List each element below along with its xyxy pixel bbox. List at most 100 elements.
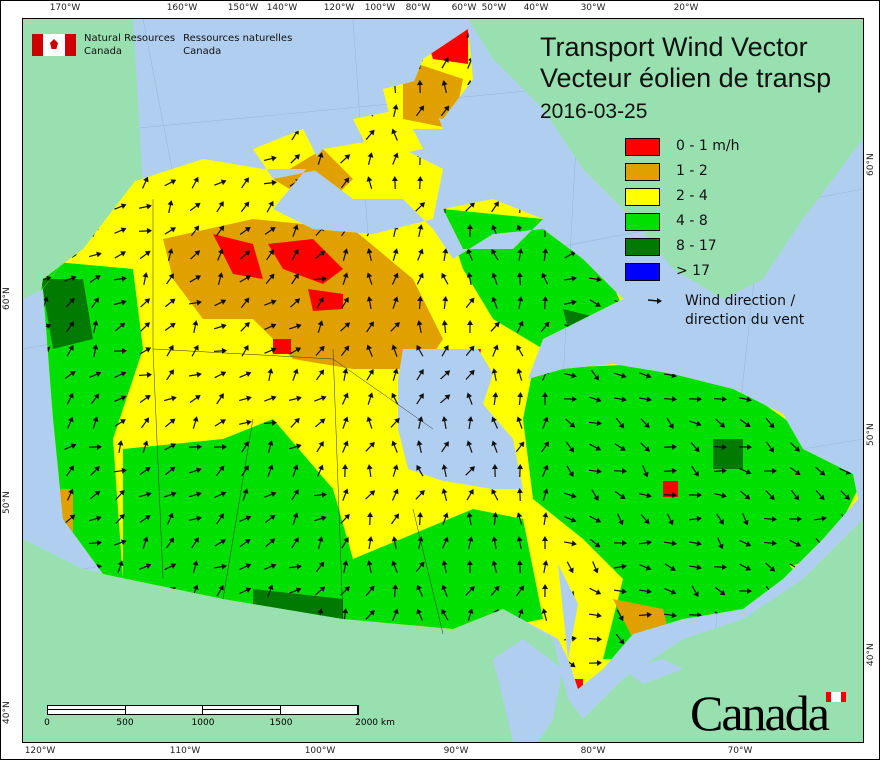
- wind-arrow: [239, 538, 251, 548]
- arrow-shaft: [440, 396, 448, 404]
- wind-arrow: [415, 202, 426, 212]
- arrow-shaft: [739, 539, 748, 545]
- arrow-head: [343, 392, 349, 399]
- arrow-head: [295, 587, 302, 594]
- arrow-shaft: [742, 513, 747, 523]
- arrow-shaft: [542, 491, 547, 501]
- wind-arrow: [467, 416, 474, 430]
- arrow-head: [369, 129, 375, 136]
- wind-arrow: [289, 587, 302, 594]
- wind-arrow: [766, 441, 774, 453]
- arrow-head: [144, 250, 151, 257]
- wind-arrow: [564, 372, 577, 379]
- wind-arrow: [391, 272, 399, 285]
- arrow-shaft: [815, 466, 823, 474]
- arrow-shaft: [241, 468, 248, 477]
- axis-label-left: 50°N: [2, 491, 12, 514]
- arrow-head: [68, 416, 74, 423]
- arrow-shaft: [190, 252, 198, 260]
- arrow-shaft: [588, 469, 599, 472]
- wind-arrow: [214, 491, 227, 499]
- zone-8-17: [41, 279, 93, 349]
- arrow-shaft: [166, 372, 173, 381]
- arrow-head: [819, 494, 825, 501]
- wind-arrow: [214, 179, 227, 186]
- arrow-head: [392, 104, 399, 110]
- arrow-shaft: [214, 373, 223, 379]
- arrow-shaft: [215, 468, 223, 477]
- wind-arrow: [416, 272, 424, 285]
- arrow-shaft: [114, 397, 123, 402]
- arrow-shaft: [393, 539, 397, 550]
- arrow-shaft: [639, 493, 649, 497]
- wind-arrow: [267, 368, 274, 382]
- arrow-shaft: [142, 539, 147, 549]
- arrow-shaft: [440, 372, 448, 380]
- wind-arrow: [690, 442, 700, 453]
- arrow-head: [467, 536, 474, 542]
- wind-arrow: [340, 154, 351, 164]
- wind-arrow: [139, 491, 152, 498]
- arrow-head: [220, 491, 227, 497]
- land-usa: [23, 519, 863, 742]
- arrow-shaft: [518, 395, 521, 406]
- wind-arrow: [214, 371, 227, 379]
- arrow-shaft: [140, 300, 148, 308]
- wind-arrow: [492, 512, 499, 526]
- arrow-shaft: [543, 515, 547, 526]
- wind-arrow: [517, 464, 524, 478]
- wind-arrow: [367, 392, 374, 405]
- wind-arrow: [239, 275, 252, 283]
- arrow-shaft: [739, 468, 748, 473]
- wind-arrow: [189, 394, 201, 403]
- arrow-head: [120, 395, 127, 401]
- wind-arrow: [239, 419, 252, 426]
- arrow-shaft: [66, 348, 72, 357]
- wind-arrow: [714, 586, 726, 596]
- arrow-shaft: [543, 563, 547, 574]
- arrow-shaft: [691, 465, 698, 474]
- wind-arrow: [465, 466, 476, 476]
- arrow-shaft: [638, 614, 649, 617]
- arrow-shaft: [467, 59, 472, 69]
- wind-arrow: [588, 420, 602, 427]
- arrow-head: [417, 176, 424, 182]
- arrow-shaft: [443, 587, 448, 597]
- arrow-head: [343, 440, 349, 447]
- arrow-shaft: [442, 612, 449, 621]
- arrow-head: [392, 584, 399, 590]
- arrow-head: [367, 152, 374, 158]
- wind-arrow: [491, 488, 499, 501]
- wind-arrow: [289, 323, 302, 330]
- wind-arrow: [614, 372, 627, 379]
- wind-arrow: [192, 416, 199, 429]
- wind-arrow: [616, 609, 624, 622]
- wind-arrow: [391, 392, 399, 405]
- arrow-shaft: [441, 444, 448, 453]
- arrow-head: [218, 513, 224, 519]
- arrow-head: [194, 394, 201, 401]
- wind-arrow: [64, 370, 76, 379]
- arrow-shaft: [139, 396, 148, 403]
- wind-arrow: [314, 395, 327, 402]
- wind-arrow: [392, 584, 399, 598]
- wind-arrow: [639, 492, 652, 499]
- arrow-head: [342, 272, 349, 279]
- arrow-head: [644, 422, 650, 429]
- arrow-head: [416, 344, 422, 351]
- arrow-head: [221, 347, 227, 354]
- map-canvas[interactable]: [22, 18, 864, 743]
- arrow-shaft: [290, 300, 298, 308]
- arrow-shaft: [191, 540, 198, 549]
- arrow-head: [195, 467, 202, 474]
- wind-arrow: [441, 608, 449, 621]
- arrow-head: [317, 320, 324, 326]
- wind-arrow: [416, 80, 423, 94]
- wind-arrow: [340, 177, 350, 189]
- arrow-head: [196, 443, 202, 450]
- wind-arrow: [492, 344, 499, 357]
- arrow-head: [243, 441, 249, 447]
- arrow-head: [621, 588, 627, 595]
- arrow-shaft: [689, 420, 699, 425]
- wordmark-flag-icon: [826, 692, 846, 702]
